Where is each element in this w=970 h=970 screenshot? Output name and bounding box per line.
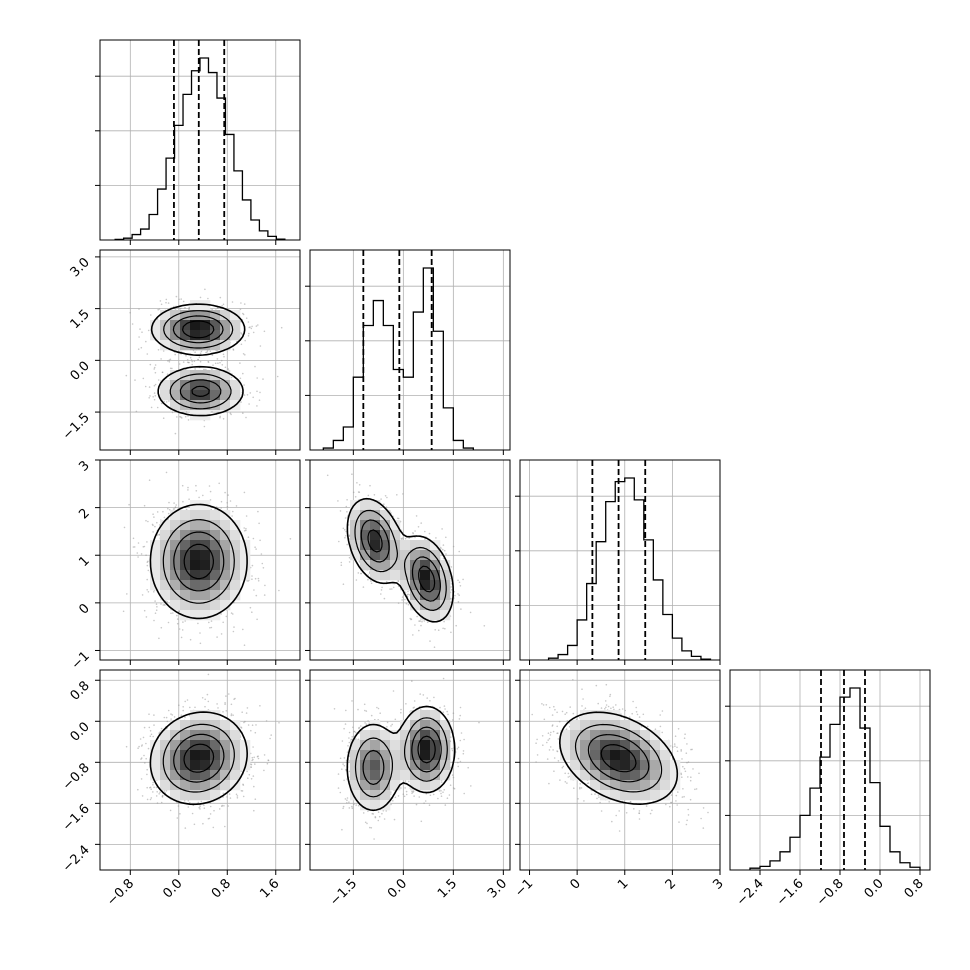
density-2-0-frame	[99, 459, 301, 661]
density-3-2	[515, 669, 721, 875]
density-3-2-contours	[559, 711, 679, 805]
hist-2-frame	[519, 459, 721, 661]
density-2-0	[95, 459, 301, 665]
hist-0-steps	[114, 57, 286, 241]
hist-3-steps	[749, 687, 921, 870]
hist-panel-1	[305, 249, 511, 455]
density-2-1	[305, 459, 511, 665]
density-3-0-contours	[149, 711, 248, 806]
hist-3-frame	[729, 669, 931, 871]
panels-layer	[95, 39, 931, 875]
density-3-1-contours	[346, 705, 456, 812]
density-2-0-contours	[149, 503, 248, 620]
density-3-0	[95, 669, 301, 875]
hist-panel-0	[95, 39, 301, 245]
hist-1-steps	[322, 267, 474, 450]
density-1-0-contours	[150, 303, 246, 417]
density-2-1-frame	[309, 459, 511, 661]
density-2-1-contours	[346, 497, 454, 623]
density-3-1	[305, 669, 511, 875]
hist-1-frame	[309, 249, 511, 451]
hist-0-frame	[99, 39, 301, 241]
density-3-2-frame	[519, 669, 721, 871]
density-3-0-frame	[99, 669, 301, 871]
density-3-1-frame	[309, 669, 511, 871]
hist-2-steps	[547, 477, 712, 660]
hist-panel-3	[725, 669, 931, 875]
density-1-0	[95, 249, 301, 455]
density-1-0-frame	[99, 249, 301, 451]
hist-panel-2	[515, 459, 721, 665]
